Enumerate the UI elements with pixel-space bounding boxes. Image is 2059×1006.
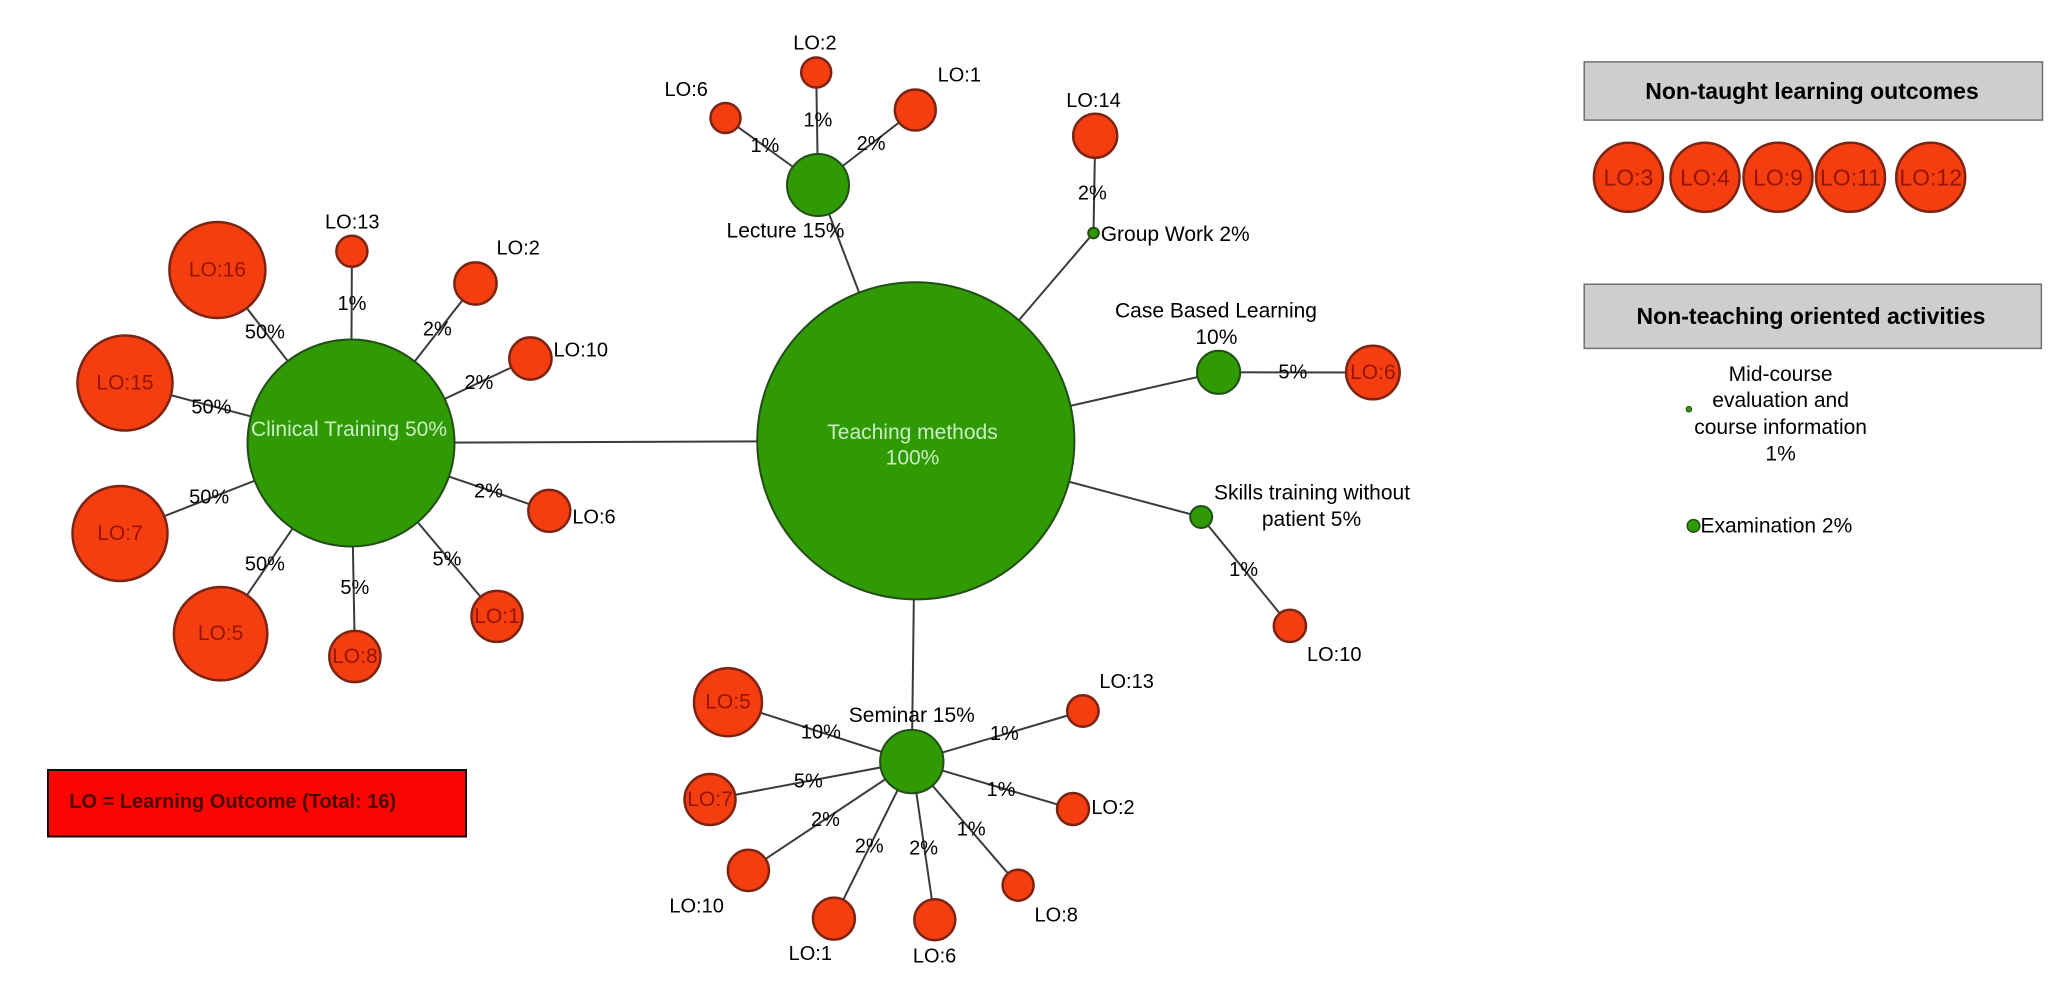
svg-text:2%: 2%	[811, 809, 840, 831]
svg-text:100%: 100%	[886, 447, 940, 470]
svg-text:LO:2: LO:2	[793, 33, 836, 55]
svg-text:1%: 1%	[1765, 443, 1795, 466]
svg-text:Group Work 2%: Group Work 2%	[1101, 223, 1250, 246]
svg-text:1%: 1%	[990, 723, 1019, 745]
svg-text:LO:2: LO:2	[1091, 797, 1134, 819]
svg-text:LO:7: LO:7	[97, 522, 143, 545]
svg-text:Lecture 15%: Lecture 15%	[727, 220, 845, 243]
svg-text:5%: 5%	[1278, 361, 1307, 383]
svg-text:course information: course information	[1694, 416, 1867, 439]
svg-text:LO:13: LO:13	[1099, 671, 1153, 693]
svg-text:Seminar 15%: Seminar 15%	[849, 704, 975, 727]
svg-text:Teaching methods: Teaching methods	[827, 421, 997, 444]
svg-text:LO:10: LO:10	[1307, 644, 1361, 666]
svg-text:50%: 50%	[245, 554, 285, 576]
svg-text:1%: 1%	[957, 818, 986, 840]
svg-text:2%: 2%	[909, 837, 938, 859]
svg-text:LO:16: LO:16	[189, 259, 246, 282]
svg-text:2%: 2%	[857, 133, 886, 155]
svg-text:50%: 50%	[245, 322, 285, 344]
svg-text:LO:6: LO:6	[665, 79, 708, 101]
svg-text:LO:8: LO:8	[1035, 904, 1078, 926]
svg-text:5%: 5%	[340, 577, 369, 599]
svg-text:LO:5: LO:5	[705, 691, 751, 714]
svg-text:LO:4: LO:4	[1680, 164, 1730, 190]
svg-text:LO:7: LO:7	[687, 788, 733, 811]
svg-text:Skills training without: Skills training without	[1214, 482, 1410, 505]
svg-text:1%: 1%	[1229, 559, 1258, 581]
svg-text:Case Based Learning: Case Based Learning	[1115, 300, 1317, 323]
svg-text:1%: 1%	[803, 109, 832, 131]
svg-text:LO:12: LO:12	[1899, 164, 1962, 190]
svg-text:Non-teaching oriented activiti: Non-teaching oriented activities	[1637, 303, 1986, 329]
svg-text:2%: 2%	[1078, 183, 1107, 205]
svg-text:LO:9: LO:9	[1753, 164, 1803, 190]
svg-text:Clinical Training 50%: Clinical Training 50%	[251, 418, 447, 441]
svg-text:5%: 5%	[794, 771, 823, 793]
svg-text:2%: 2%	[474, 480, 503, 502]
svg-text:LO:11: LO:11	[1820, 164, 1881, 190]
svg-text:50%: 50%	[191, 397, 231, 419]
svg-text:Examination 2%: Examination 2%	[1701, 514, 1853, 537]
svg-text:LO:6: LO:6	[572, 507, 615, 529]
svg-text:LO:3: LO:3	[1603, 164, 1653, 190]
svg-text:LO:10: LO:10	[554, 340, 608, 362]
svg-text:50%: 50%	[189, 487, 229, 509]
svg-text:patient 5%: patient 5%	[1262, 508, 1361, 531]
svg-text:2%: 2%	[423, 319, 452, 341]
svg-text:1%: 1%	[987, 779, 1016, 801]
svg-text:LO:8: LO:8	[332, 645, 378, 668]
svg-text:2%: 2%	[855, 835, 884, 857]
svg-text:LO:1: LO:1	[938, 65, 981, 87]
svg-text:10%: 10%	[1195, 326, 1237, 349]
svg-text:LO:10: LO:10	[669, 895, 723, 917]
svg-text:1%: 1%	[338, 293, 367, 315]
svg-text:LO:15: LO:15	[96, 372, 153, 395]
svg-text:2%: 2%	[464, 372, 493, 394]
svg-text:1%: 1%	[750, 135, 779, 157]
svg-text:LO:2: LO:2	[497, 237, 540, 259]
svg-text:LO = Learning Outcome (Total:: LO = Learning Outcome (Total: 16)	[69, 791, 396, 813]
svg-text:Non-taught learning outcomes: Non-taught learning outcomes	[1645, 78, 1979, 104]
svg-text:Mid-course: Mid-course	[1729, 363, 1833, 386]
svg-text:10%: 10%	[801, 721, 841, 743]
svg-text:5%: 5%	[433, 549, 462, 571]
svg-text:LO:1: LO:1	[474, 605, 520, 628]
svg-text:LO:6: LO:6	[1350, 361, 1396, 384]
svg-text:LO:5: LO:5	[198, 622, 244, 645]
svg-text:LO:13: LO:13	[325, 211, 379, 233]
svg-text:LO:1: LO:1	[789, 943, 832, 965]
svg-text:evaluation and: evaluation and	[1712, 389, 1849, 412]
svg-text:LO:6: LO:6	[913, 946, 956, 968]
svg-text:LO:14: LO:14	[1066, 90, 1120, 112]
